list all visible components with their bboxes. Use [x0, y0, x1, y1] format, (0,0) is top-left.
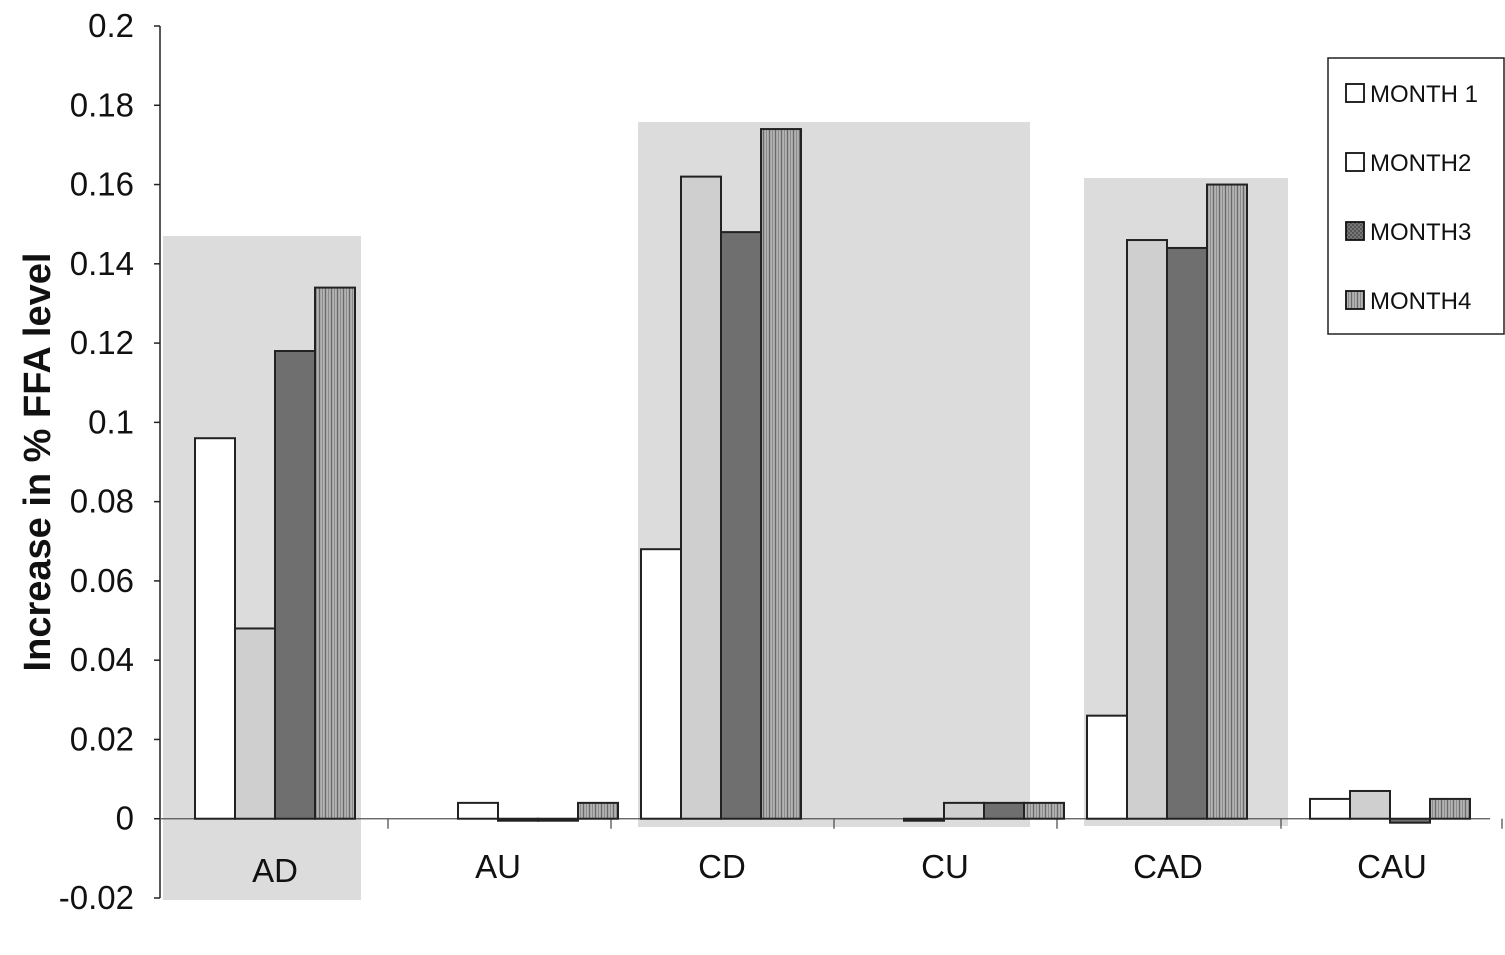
axes: 0.2 0.18 0.16 0.14 0.12 0.1 0.08 0.06 0.04 0.02 0 -…: [59, 7, 1503, 916]
bar-au-month-1: [457, 801, 499, 820]
bar-cu-month3: [983, 801, 1025, 820]
legend-swatch-month2: [1345, 152, 1365, 172]
bars: [194, 128, 1471, 824]
y-tick-label: 0.02: [70, 720, 134, 757]
bar-cd-month-1: [640, 548, 682, 820]
y-tick-label: 0.2: [88, 7, 134, 44]
y-tick-label: 0: [116, 800, 134, 837]
y-tick-label: 0.16: [70, 166, 134, 203]
category-label-au: AU: [475, 848, 521, 885]
bar-ad-month-1: [194, 437, 236, 820]
category-label-ad: AD: [252, 852, 298, 889]
legend-swatch-month4: [1345, 290, 1365, 310]
bar-cd-month3: [720, 231, 762, 820]
bar-au-month3: [537, 817, 579, 822]
y-tick-label: 0.12: [70, 324, 134, 361]
bar-cau-month4: [1429, 797, 1471, 820]
bar-cu-month-1: [903, 817, 945, 822]
bar-au-month4: [577, 801, 619, 820]
y-tick-label: 0.04: [70, 641, 134, 678]
bar-ad-month2: [234, 627, 276, 820]
bar-cd-month2: [680, 175, 722, 820]
category-label-cad: CAD: [1133, 848, 1203, 885]
y-tick-label: 0.18: [70, 86, 134, 123]
y-tick-label: 0.14: [70, 245, 134, 282]
category-label-cau: CAU: [1357, 848, 1427, 885]
bar-cad-month4: [1206, 183, 1248, 820]
bar-ad-month3: [274, 350, 316, 820]
bar-cau-month-1: [1309, 797, 1351, 820]
bar-ad-month4: [314, 286, 356, 820]
y-tick-label: 0.06: [70, 562, 134, 599]
bar-cad-month2: [1126, 239, 1168, 820]
category-labels: AD AU CD CU CAD CAU: [252, 848, 1427, 889]
category-label-cu: CU: [921, 848, 969, 885]
bar-cu-month4: [1023, 801, 1065, 820]
legend-swatch-month3: [1345, 221, 1365, 241]
legend-label-month2: MONTH2: [1370, 150, 1471, 177]
y-tick-label: 0.1: [88, 403, 134, 440]
category-label-cd: CD: [698, 848, 746, 885]
bar-cau-month2: [1349, 789, 1391, 820]
bar-cu-month2: [943, 801, 985, 820]
bar-au-month2: [497, 817, 539, 822]
y-tick-label: 0.08: [70, 483, 134, 520]
y-axis-label: Increase in % FFA level: [17, 253, 59, 672]
legend-swatch-month-1: [1345, 83, 1365, 103]
legend: MONTH 1 MONTH2 MONTH3 MONTH4: [1327, 57, 1505, 335]
bar-cd-month4: [760, 128, 802, 820]
y-tick-label: -0.02: [59, 879, 134, 916]
legend-label-month4: MONTH4: [1370, 288, 1471, 315]
bar-cau-month3: [1389, 817, 1431, 824]
legend-label-month-1: MONTH 1: [1370, 81, 1478, 108]
legend-box: [1327, 57, 1505, 335]
legend-label-month3: MONTH3: [1370, 219, 1471, 246]
bar-cad-month3: [1166, 246, 1208, 820]
bar-cad-month-1: [1086, 714, 1128, 820]
